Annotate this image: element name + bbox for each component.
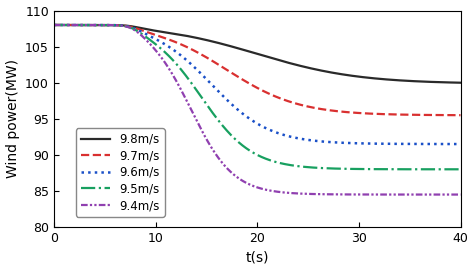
9.4m/s xyxy=(446,193,451,196)
9.7m/s xyxy=(446,113,452,117)
9.5m/s xyxy=(51,23,57,27)
9.6m/s xyxy=(371,142,377,145)
9.7m/s xyxy=(72,23,77,27)
9.4m/s xyxy=(51,23,57,27)
Line: 9.7m/s: 9.7m/s xyxy=(54,25,461,115)
9.5m/s xyxy=(72,23,77,27)
9.8m/s xyxy=(238,48,244,51)
9.5m/s xyxy=(446,168,452,171)
X-axis label: t(s): t(s) xyxy=(246,251,269,264)
9.4m/s xyxy=(371,193,377,196)
Line: 9.4m/s: 9.4m/s xyxy=(54,25,461,195)
Line: 9.8m/s: 9.8m/s xyxy=(54,25,461,83)
9.8m/s xyxy=(249,50,255,54)
9.7m/s xyxy=(446,113,451,117)
9.4m/s xyxy=(72,23,77,27)
9.7m/s xyxy=(249,83,255,86)
9.6m/s xyxy=(249,119,255,122)
9.8m/s xyxy=(446,81,452,84)
9.5m/s xyxy=(458,168,464,171)
9.8m/s xyxy=(371,77,377,80)
9.8m/s xyxy=(51,23,57,27)
9.7m/s xyxy=(371,112,377,115)
9.5m/s xyxy=(249,150,255,153)
9.4m/s xyxy=(249,184,255,187)
9.7m/s xyxy=(458,114,464,117)
Y-axis label: Wind power(MW): Wind power(MW) xyxy=(6,59,19,178)
9.6m/s xyxy=(72,23,77,27)
9.4m/s xyxy=(446,193,452,196)
9.6m/s xyxy=(446,142,452,146)
9.5m/s xyxy=(238,143,244,146)
9.8m/s xyxy=(446,81,451,84)
9.8m/s xyxy=(458,81,464,84)
9.4m/s xyxy=(238,178,244,181)
9.6m/s xyxy=(458,143,464,146)
9.7m/s xyxy=(238,77,244,80)
9.5m/s xyxy=(446,168,451,171)
Line: 9.5m/s: 9.5m/s xyxy=(54,25,461,169)
9.7m/s xyxy=(51,23,57,27)
9.6m/s xyxy=(238,110,244,114)
9.5m/s xyxy=(371,167,377,171)
9.6m/s xyxy=(446,142,451,146)
9.8m/s xyxy=(72,23,77,27)
9.4m/s xyxy=(458,193,464,196)
Legend: 9.8m/s, 9.7m/s, 9.6m/s, 9.5m/s, 9.4m/s: 9.8m/s, 9.7m/s, 9.6m/s, 9.5m/s, 9.4m/s xyxy=(76,128,165,217)
9.6m/s xyxy=(51,23,57,27)
Line: 9.6m/s: 9.6m/s xyxy=(54,25,461,144)
